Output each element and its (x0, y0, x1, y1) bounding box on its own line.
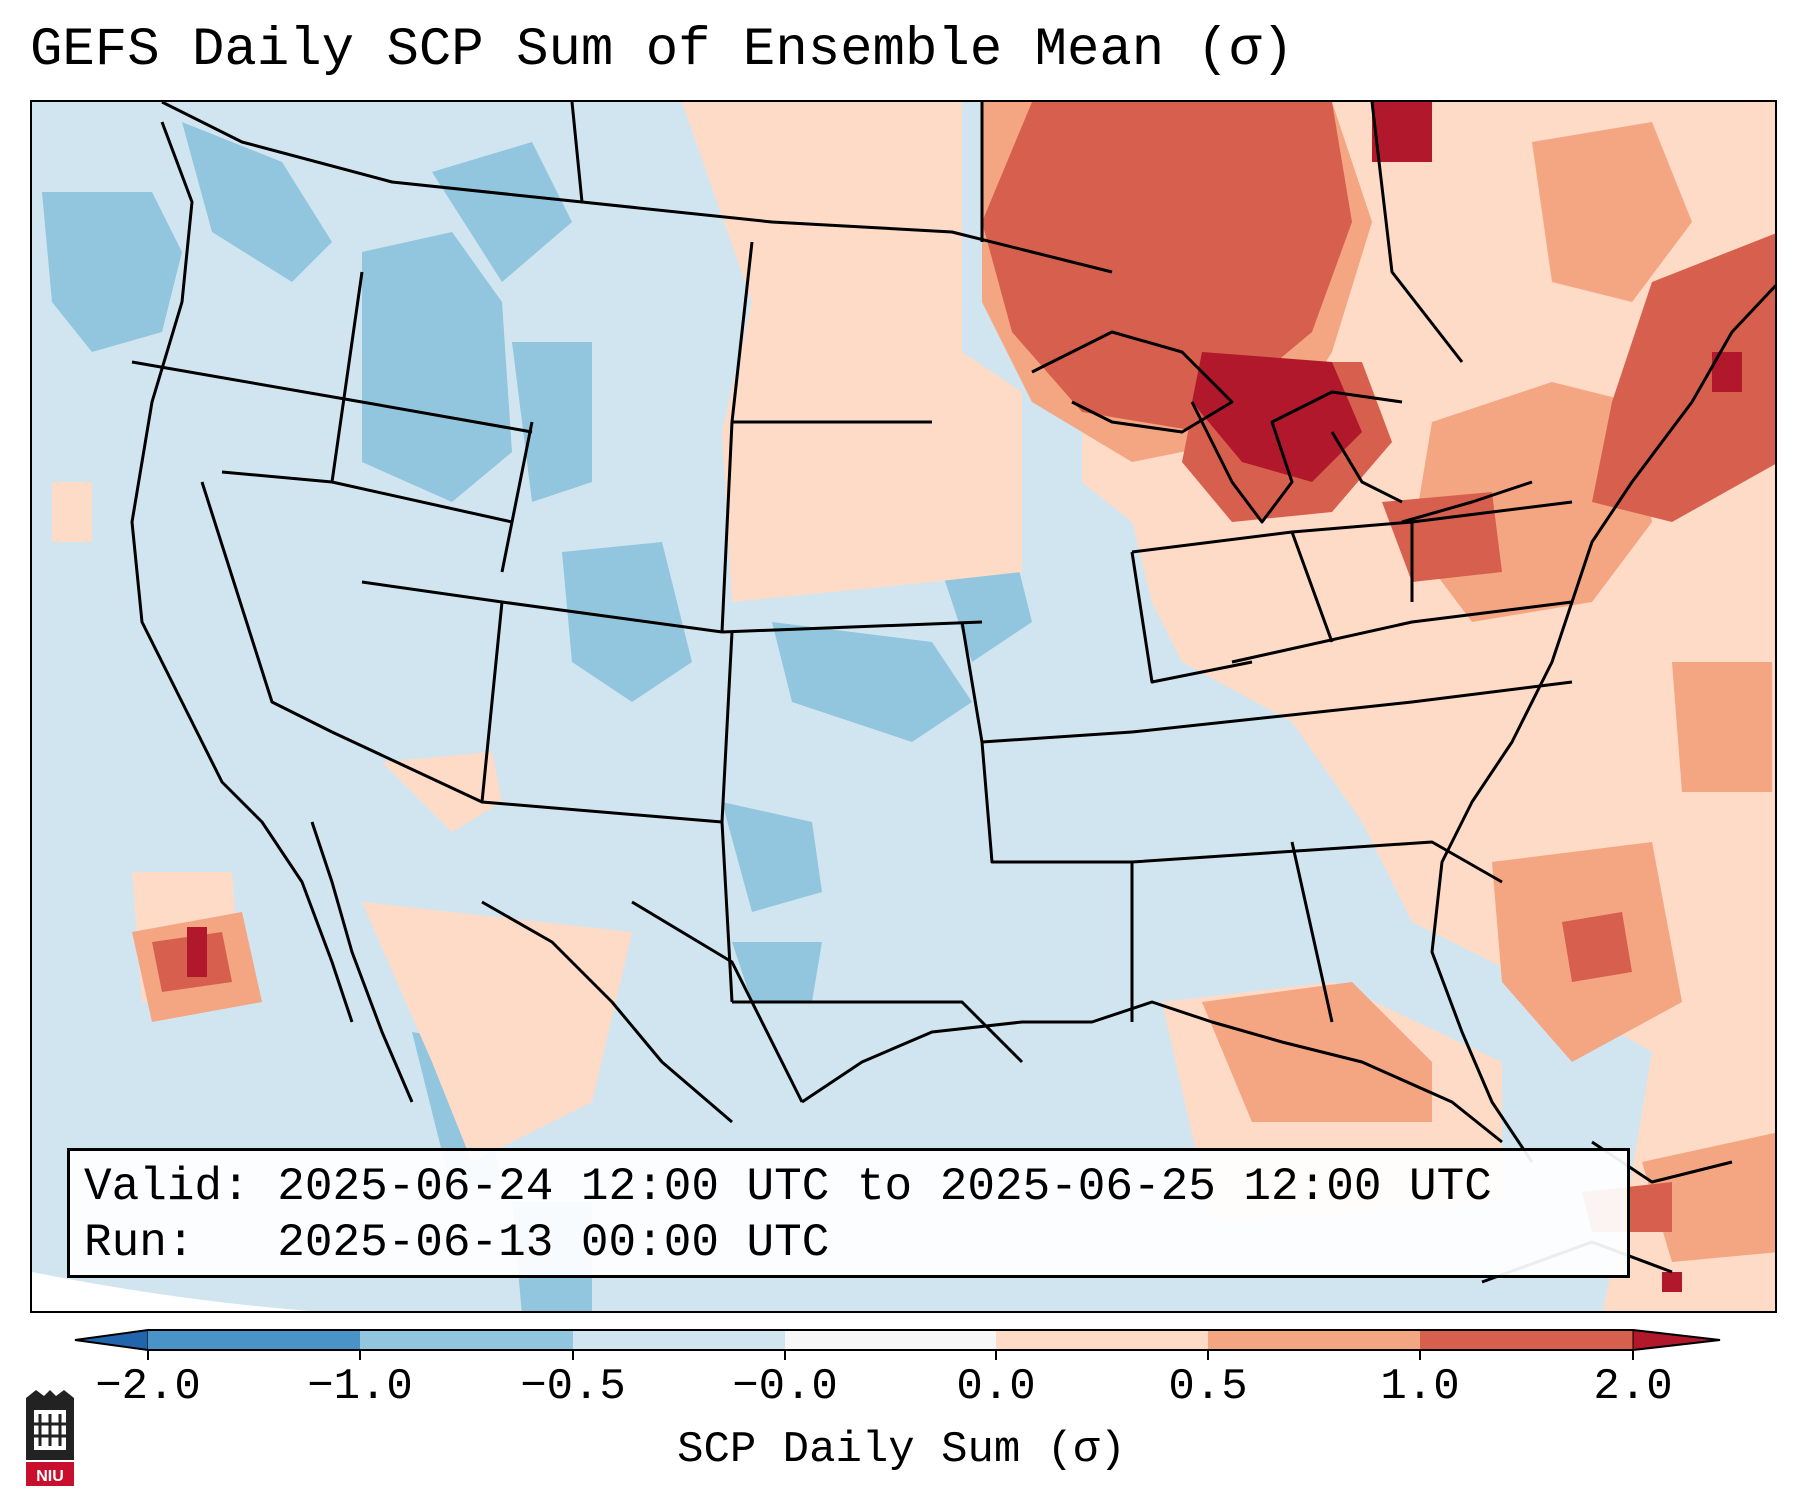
negative-anomaly-regions (42, 122, 1482, 1311)
colorbar-tick-label: −0.0 (732, 1362, 838, 1412)
colorbar-bins (74, 1329, 1721, 1351)
colorbar-bin (360, 1330, 573, 1350)
colorbar-under-extension (74, 1329, 149, 1351)
valid-label: Valid: (84, 1161, 250, 1213)
colorbar-tick-label: −1.0 (307, 1362, 413, 1412)
colorbar-bin (785, 1330, 996, 1350)
colorbar-bin (573, 1330, 785, 1350)
off-domain-area (32, 1272, 310, 1311)
run-value: 2025-06-13 00:00 UTC (277, 1217, 830, 1269)
colorbar-over-extension (1632, 1329, 1721, 1351)
colorbar-tick-label: 0.5 (1168, 1362, 1248, 1412)
colorbar (74, 1329, 1721, 1360)
extreme-positive-regions (187, 102, 1742, 1292)
colorbar-tick-label: 1.0 (1380, 1362, 1460, 1412)
map-panel (30, 100, 1777, 1313)
anomaly-map (32, 102, 1775, 1311)
colorbar-label: SCP Daily Sum (σ) (677, 1425, 1126, 1475)
colorbar-tick-label: 0.0 (956, 1362, 1036, 1412)
map-boundaries (130, 102, 1775, 1284)
colorbar-ticks (147, 1350, 1634, 1360)
colorbar-tick-label: −2.0 (95, 1362, 201, 1412)
colorbar-bin (1420, 1330, 1633, 1350)
validity-info-box: Valid: 2025-06-24 12:00 UTC to 2025-06-2… (67, 1148, 1630, 1278)
niu-logo: NIU (26, 1390, 74, 1486)
colorbar-bin (996, 1330, 1208, 1350)
colorbar-tick-label: −0.5 (520, 1362, 626, 1412)
colorbar-bin (1208, 1330, 1420, 1350)
chart-title: GEFS Daily SCP Sum of Ensemble Mean (σ) (30, 20, 1294, 81)
colorbar-tick-label: 2.0 (1593, 1362, 1673, 1412)
logo-text: NIU (36, 1468, 64, 1485)
valid-value: 2025-06-24 12:00 UTC to 2025-06-25 12:00… (277, 1161, 1492, 1213)
run-label: Run: (84, 1217, 195, 1269)
colorbar-bin (148, 1330, 360, 1350)
